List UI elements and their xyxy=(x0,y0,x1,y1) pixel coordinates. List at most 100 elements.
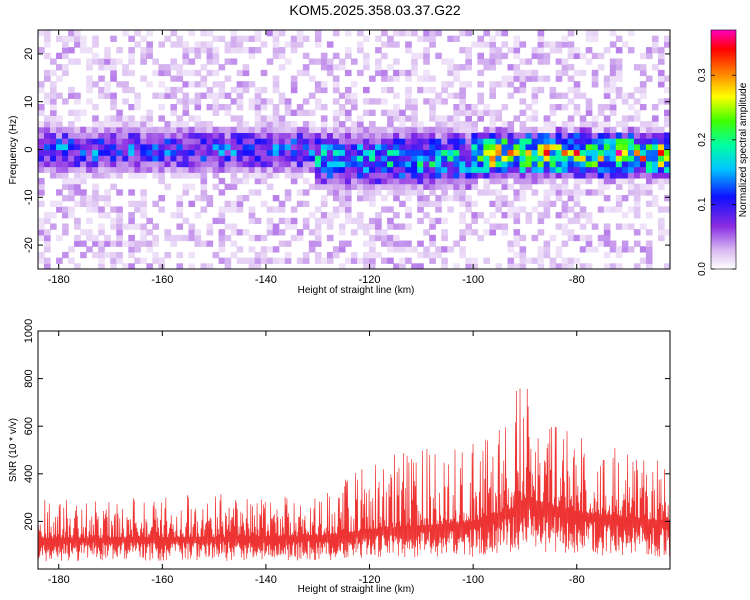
heatmap-cell xyxy=(555,69,563,77)
heatmap-cell xyxy=(224,200,232,207)
heatmap-cell xyxy=(308,126,316,134)
heatmap-cell xyxy=(417,143,424,151)
heatmap-cell xyxy=(74,155,81,162)
heatmap-cell xyxy=(513,229,521,236)
heatmap-cell xyxy=(104,143,111,151)
heatmap-cell xyxy=(357,166,364,173)
heatmap-cell xyxy=(182,109,190,116)
heatmap-cell xyxy=(188,47,196,54)
heatmap-cell xyxy=(158,195,165,202)
heatmap-cell xyxy=(338,138,346,145)
heatmap-cell xyxy=(579,126,587,134)
heatmap-cell xyxy=(44,115,51,122)
heatmap-cell xyxy=(326,177,334,185)
heatmap-cell xyxy=(338,240,346,247)
heatmap-cell xyxy=(639,246,647,253)
heatmap-cell xyxy=(80,149,87,156)
heatmap-cell xyxy=(357,177,364,185)
heatmap-cell xyxy=(411,177,418,185)
heatmap-cell xyxy=(38,30,45,37)
heatmap-cell xyxy=(170,75,178,82)
heatmap-cell xyxy=(206,132,214,139)
heatmap-cell xyxy=(369,149,376,156)
heatmap-cell xyxy=(633,172,641,179)
heatmap-cell xyxy=(278,115,286,122)
heatmap-cell xyxy=(170,138,178,145)
heatmap-cell xyxy=(272,155,280,162)
heatmap-cell xyxy=(284,223,292,230)
heatmap-cell xyxy=(501,52,509,60)
heatmap-cell xyxy=(68,246,75,253)
heatmap-cell xyxy=(194,41,202,48)
heatmap-cell xyxy=(555,58,563,65)
heatmap-cell xyxy=(164,160,172,168)
heatmap-cell xyxy=(561,143,569,151)
heatmap-cell xyxy=(134,132,141,139)
heatmap-cell xyxy=(531,47,539,54)
heatmap-cell xyxy=(441,143,448,151)
heatmap-cell xyxy=(567,234,575,242)
heatmap-cell xyxy=(260,143,268,151)
heatmap-cell xyxy=(116,132,123,139)
heatmap-cell xyxy=(549,103,557,111)
heatmap-cell xyxy=(357,217,364,225)
heatmap-cell xyxy=(332,149,340,156)
heatmap-cell xyxy=(495,189,503,196)
heatmap-cell xyxy=(284,126,292,134)
heatmap-cell xyxy=(350,126,358,134)
heatmap-cell xyxy=(212,92,220,99)
heatmap-cell xyxy=(326,257,334,264)
heatmap-cell xyxy=(363,109,370,116)
heatmap-cell xyxy=(248,189,256,196)
colorbar-label: Normalized spectral amplitude xyxy=(738,82,749,217)
heatmap-cell xyxy=(375,58,382,65)
heatmap-cell xyxy=(435,206,442,213)
heatmap-cell xyxy=(465,115,472,122)
heatmap-cell xyxy=(104,115,111,122)
heatmap-cell xyxy=(134,143,141,151)
heatmap-cell xyxy=(603,132,611,139)
heatmap-cell xyxy=(375,35,382,42)
heatmap-cell xyxy=(609,109,617,116)
heatmap-cell xyxy=(489,189,497,196)
heatmap-cell xyxy=(627,160,635,168)
heatmap-cell xyxy=(260,172,268,179)
heatmap-cell xyxy=(435,160,442,168)
heatmap-cell xyxy=(567,75,575,82)
heatmap-cell xyxy=(92,41,99,48)
heatmap-cell xyxy=(170,121,178,128)
heatmap-cell xyxy=(188,149,196,156)
heatmap-cell xyxy=(531,132,539,139)
heatmap-cell xyxy=(140,160,147,168)
heatmap-cell xyxy=(332,183,340,190)
heatmap-cell xyxy=(350,183,358,190)
heatmap-cell xyxy=(350,251,358,259)
heatmap-cell xyxy=(68,109,75,116)
heatmap-cell xyxy=(591,172,599,179)
heatmap-cell xyxy=(230,149,238,156)
heatmap-cell xyxy=(579,132,587,139)
heatmap-cell xyxy=(363,132,370,139)
heatmap-cell xyxy=(375,212,382,219)
heatmap-cell xyxy=(104,200,111,207)
heatmap-cell xyxy=(627,132,635,139)
heatmap-cell xyxy=(525,212,533,219)
heatmap-cell xyxy=(465,138,472,145)
heatmap-cell xyxy=(116,143,123,151)
heatmap-cell xyxy=(429,234,436,242)
heatmap-cell xyxy=(621,41,629,48)
heatmap-cell xyxy=(585,234,593,242)
heatmap-cell xyxy=(86,234,93,242)
heatmap-cell xyxy=(597,64,605,71)
heatmap-cell xyxy=(314,206,322,213)
heatmap-cell xyxy=(411,183,418,190)
heatmap-cell xyxy=(483,132,491,139)
heatmap-cell xyxy=(363,257,370,264)
heatmap-cell xyxy=(272,115,280,122)
heatmap-cell xyxy=(218,126,226,134)
heatmap-cell xyxy=(399,155,406,162)
heatmap-cell xyxy=(140,195,147,202)
heatmap-cell xyxy=(585,263,593,269)
heatmap-cell xyxy=(615,138,623,145)
